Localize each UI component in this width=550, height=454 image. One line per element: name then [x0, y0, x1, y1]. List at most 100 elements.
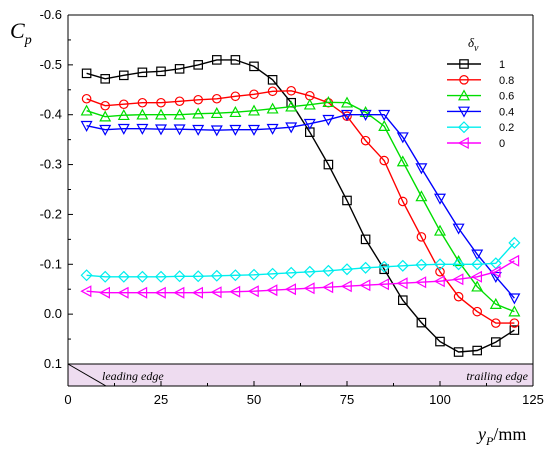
series-0: [80, 254, 520, 299]
data-point: [192, 107, 205, 119]
data-point: [117, 123, 130, 135]
data-point: [98, 286, 111, 299]
legend-marker: [457, 121, 471, 134]
series-0-6: [80, 95, 521, 317]
data-point: [379, 155, 389, 166]
data-point: [415, 190, 428, 202]
x-tick-label: 50: [247, 392, 261, 407]
x-tick-label: 0: [64, 392, 71, 407]
legend-title: δv: [468, 35, 479, 54]
legend-label: 1: [499, 59, 505, 71]
data-point: [379, 264, 389, 275]
y-tick-label: -0.1: [40, 256, 62, 271]
data-point: [137, 67, 148, 78]
data-point: [99, 270, 112, 283]
data-point: [267, 75, 278, 85]
data-point: [359, 109, 372, 121]
y-tick-label: -0.6: [40, 7, 62, 22]
data-point: [229, 285, 241, 298]
data-point: [471, 249, 484, 261]
data-point: [509, 318, 520, 328]
data-point: [396, 277, 408, 290]
data-point: [137, 97, 148, 108]
leading-edge-line: [67, 363, 107, 387]
data-point: [396, 155, 409, 167]
data-point: [154, 124, 168, 136]
legend-label: 0: [499, 138, 505, 150]
data-point: [489, 265, 501, 278]
data-point: [154, 286, 166, 299]
data-point: [80, 120, 93, 132]
blade-band: [68, 364, 533, 386]
data-point: [80, 269, 93, 282]
data-point: [210, 106, 223, 119]
data-point: [303, 265, 316, 278]
data-point: [396, 132, 409, 144]
data-point: [173, 270, 186, 283]
x-tick-label: 25: [154, 392, 168, 407]
legend-label: 0.2: [499, 122, 514, 134]
data-point: [154, 270, 168, 283]
data-point: [117, 270, 130, 283]
series-line: [86, 113, 515, 299]
data-point: [249, 61, 259, 72]
legend-entry-0-4: 0.4: [447, 106, 514, 118]
axes-layer: -0.6-0.5-0.4-0.3-0.2-0.10.00.10 25 50 75 100…: [10, 7, 544, 448]
data-point: [80, 285, 92, 298]
legend-marker: [457, 106, 471, 118]
data-point: [472, 306, 482, 317]
x-axis-label: yP/mm: [476, 424, 526, 448]
data-point: [210, 269, 223, 282]
data-point: [470, 270, 482, 283]
data-point: [508, 254, 520, 267]
data-point: [416, 317, 427, 328]
y-tick-label: -0.4: [40, 107, 62, 122]
data-point: [81, 93, 92, 104]
data-point: [100, 100, 110, 111]
data-point: [359, 105, 372, 118]
data-point: [415, 276, 427, 289]
data-point: [509, 325, 520, 335]
data-point: [266, 123, 279, 135]
data-point: [322, 264, 335, 277]
data-point: [433, 275, 445, 288]
data-point: [212, 55, 222, 65]
data-point: [154, 108, 168, 120]
data-point: [489, 297, 502, 309]
data-point: [359, 261, 372, 274]
series-line: [86, 59, 515, 353]
data-point: [230, 91, 241, 102]
data-point: [80, 104, 93, 116]
data-point: [119, 99, 129, 110]
legend-marker: [459, 75, 469, 85]
legend-entry-1: 1: [447, 59, 505, 71]
data-point: [266, 102, 279, 114]
data-point: [453, 291, 464, 302]
data-point: [453, 347, 464, 357]
data-point: [173, 108, 186, 120]
data-point: [340, 109, 354, 121]
data-point: [303, 98, 316, 110]
data-point: [117, 286, 129, 299]
data-point: [322, 95, 335, 108]
legend-entry-0: 0: [447, 136, 505, 150]
data-point: [322, 114, 335, 126]
data-point: [397, 196, 408, 207]
data-point: [191, 286, 203, 299]
trailing-edge-label: trailing edge: [466, 369, 528, 383]
data-point: [266, 284, 278, 297]
data-point: [471, 258, 484, 271]
series-line: [86, 260, 515, 294]
legend-entry-0-6: 0.6: [447, 89, 514, 103]
data-point: [378, 260, 391, 273]
data-point: [193, 60, 203, 70]
y-tick-label: -0.2: [40, 206, 62, 221]
data-point: [433, 193, 447, 205]
data-point: [156, 97, 166, 108]
data-point: [136, 270, 149, 283]
series-line: [86, 90, 515, 324]
data-point: [303, 118, 316, 130]
data-point: [99, 124, 112, 136]
data-point: [136, 286, 148, 299]
